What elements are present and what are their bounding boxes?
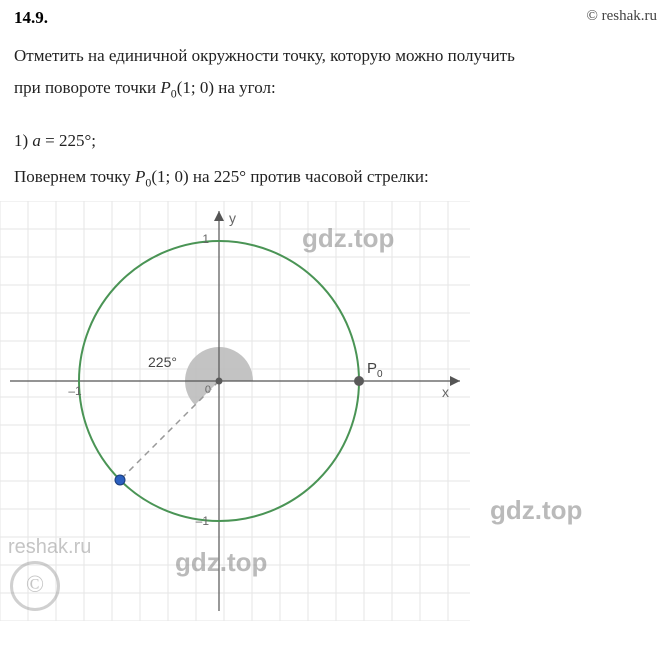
svg-text:–1: –1 bbox=[68, 384, 82, 398]
chart-svg: yx–11–10P0225°gdz.topgdz.topgdz.top bbox=[0, 201, 671, 621]
svg-text:1: 1 bbox=[202, 232, 209, 246]
svg-text:225°: 225° bbox=[148, 354, 177, 370]
reshak-watermark: reshak.ru bbox=[8, 536, 91, 559]
solution-text: Повернем точку P0(1; 0) на 225° против ч… bbox=[0, 157, 671, 196]
svg-text:gdz.top: gdz.top bbox=[175, 547, 267, 577]
svg-text:gdz.top: gdz.top bbox=[490, 495, 582, 525]
problem-number: 14.9. bbox=[14, 8, 48, 28]
svg-text:y: y bbox=[229, 210, 236, 226]
problem-statement: Отметить на единичной окружности точку, … bbox=[0, 32, 671, 113]
subproblem: 1) a = 225°; bbox=[0, 113, 671, 157]
problem-line2: при повороте точки P0(1; 0) на угол: bbox=[14, 72, 657, 105]
problem-line1: Отметить на единичной окружности точку, … bbox=[14, 40, 657, 72]
svg-text:x: x bbox=[442, 384, 449, 400]
svg-text:gdz.top: gdz.top bbox=[302, 223, 394, 253]
svg-text:P0: P0 bbox=[367, 360, 383, 380]
copyright-logo: © bbox=[10, 561, 60, 611]
copyright-text: © reshak.ru bbox=[586, 8, 657, 28]
unit-circle-chart: yx–11–10P0225°gdz.topgdz.topgdz.top resh… bbox=[0, 201, 671, 621]
svg-text:–1: –1 bbox=[196, 514, 210, 528]
